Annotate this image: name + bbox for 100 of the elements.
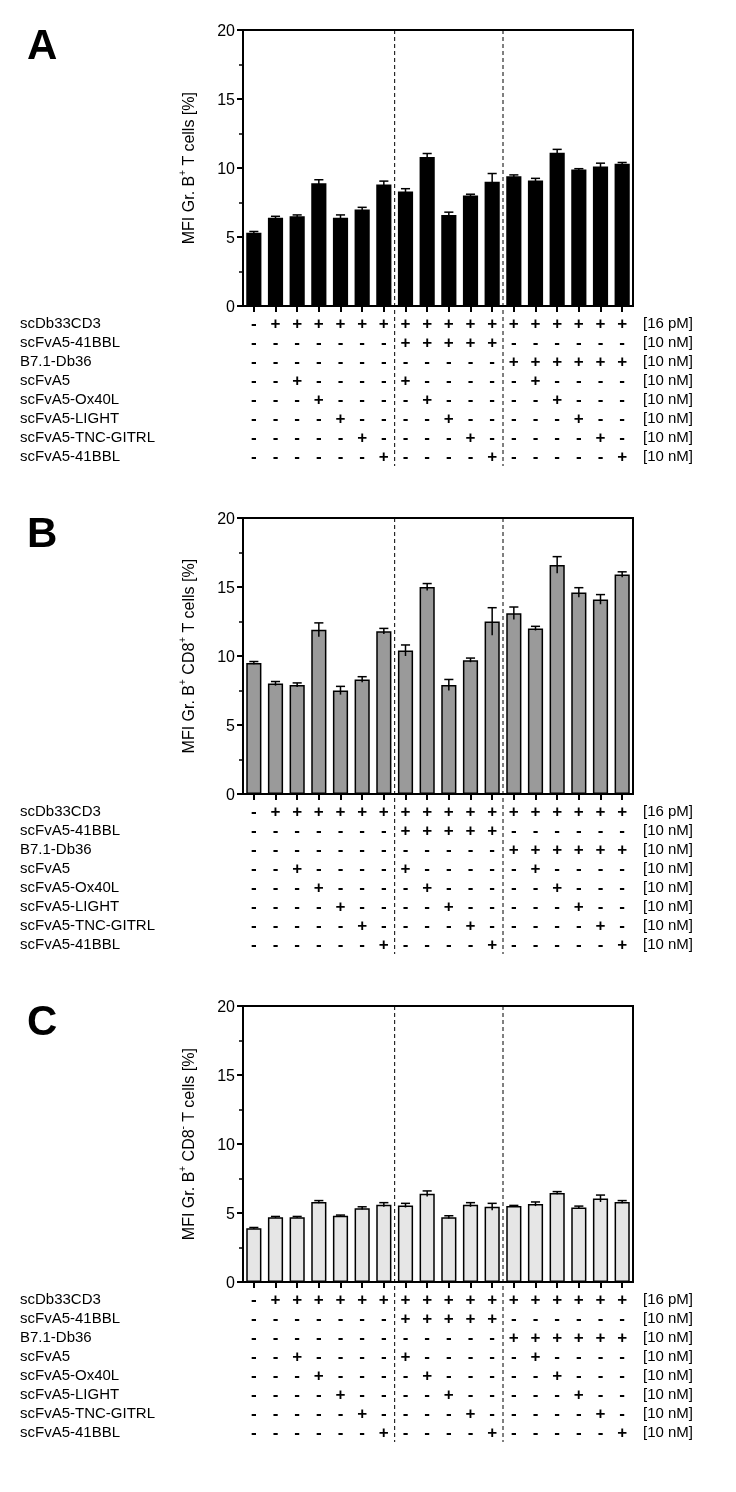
x-tick-label: + + - - - - + - [465,314,476,466]
x-tick-label: + - + - - - - - [508,314,519,466]
text: scFvA5 [20,858,71,876]
x-tick-label: + + - - - + - - [443,1290,454,1442]
chart-title: B [27,508,58,556]
x-tick-label: + - - - - + - - [335,314,346,466]
x-tick-label: + - + + - - - - [530,314,541,466]
text: [10 nM] [643,877,694,895]
x-tick-label: + - + - + - - - [552,1290,563,1442]
text: scFvA5-TNC-GITRL [20,1403,155,1421]
x-tick-label: + + - - - + - - [443,314,454,466]
y-tick-label: 20 [217,509,236,527]
text: [10 nM] [643,820,694,838]
text: [10 nM] [643,1384,694,1402]
x-tick-label: + - - + - - - - [292,1290,303,1442]
text: [10 nM] [643,1365,694,1383]
text: scFvA5-41BBL [20,1308,121,1326]
x-tick-label: + + - + - - - - [400,802,411,954]
x-tick-label: + - + - - - + - [595,1290,606,1442]
x-tick-label: + + - - - - + - [465,1290,476,1442]
y-tick-label: 15 [217,578,236,596]
text: scFvA5 [20,1346,71,1364]
x-tick-label: + - + - - - + - [595,802,606,954]
text: [10 nM] [643,408,694,426]
x-tick-label: + - - - - - - - [270,802,281,954]
text: scFvA5 [20,370,71,388]
text: scFvA5-41BBL [20,820,121,838]
x-tick-label: + - - - - - + - [357,1290,368,1442]
y-tick-label: 15 [217,90,236,108]
x-tick-label: + - - - - - + - [357,314,368,466]
text: B7.1-Db36 [20,839,92,857]
x-tick-label: + - - - + - - - [313,1290,324,1442]
x-tick-label: + - + + - - - - [530,802,541,954]
y-axis-title: MFI Gr. B+ T cells [%] [176,92,197,245]
text: [10 nM] [643,351,694,369]
text: scFvA5-TNC-GITRL [20,427,155,445]
text: [10 nM] [643,1346,694,1364]
y-tick-label: 0 [226,1273,236,1291]
text: B7.1-Db36 [20,351,92,369]
x-tick-label: + - + - - - - + [617,314,628,466]
x-tick-label: + - - - - + - - [335,802,346,954]
y-tick-label: 10 [217,1135,236,1153]
x-tick-label: + - + - - - - - [508,802,519,954]
x-tick-label: + - + - - + - - [573,1290,584,1442]
text: scDb33CD3 [20,313,101,331]
x-tick-label: + - + - - - + - [595,314,606,466]
x-tick-label: + + - + - - - - [400,314,411,466]
text: [10 nM] [643,1327,694,1345]
text: [10 nM] [643,1403,694,1421]
text: scFvA5-41BBL [20,446,121,464]
text: scFvA5-TNC-GITRL [20,915,155,933]
x-tick-label: + - + - - - - - [508,1290,519,1442]
x-tick-label: + - + - + - - - [552,314,563,466]
x-tick-label: - - - - - - - - [251,1290,257,1442]
text: scFvA5-Ox40L [20,389,120,407]
x-tick-label: + + - - - - - + [487,314,498,466]
text: [10 nM] [643,370,694,388]
x-tick-label: + - + - - + - - [573,314,584,466]
text: B7.1-Db36 [20,1327,92,1345]
y-tick-label: 5 [226,228,236,246]
y-tick-label: 5 [226,1204,236,1222]
text: [10 nM] [643,858,694,876]
x-tick-label: + - - + - - - - [292,802,303,954]
text: [10 nM] [643,332,694,350]
y-tick-label: 10 [217,647,236,665]
x-tick-label: + + - - + - - - [422,314,433,466]
text: scFvA5-LIGHT [20,896,120,914]
text: scDb33CD3 [20,801,101,819]
x-tick-label: + - + - - - - + [617,1290,628,1442]
text: [10 nM] [643,427,694,445]
x-tick-label: + - - - + - - - [313,314,324,466]
x-tick-label: + + - + - - - - [400,1290,411,1442]
text: [10 nM] [643,839,694,857]
x-tick-label: + - + + - - - - [530,1290,541,1442]
text: scFvA5-41BBL [20,934,121,952]
x-tick-label: + - - - - + - - [335,1290,346,1442]
y-tick-label: 0 [226,785,236,803]
chart-title: C [27,996,58,1044]
y-tick-label: 15 [217,1066,236,1084]
y-tick-label: 20 [217,21,236,39]
y-axis-title: MFI Gr. B+ CD8+ T cells [%] [176,558,197,754]
text: [10 nM] [643,1422,694,1440]
x-tick-label: + + - - + - - - [422,1290,433,1442]
x-tick-label: - - - - - - - - [251,802,257,954]
text: [10 nM] [643,389,694,407]
text: [10 nM] [643,896,694,914]
y-tick-label: 0 [226,297,236,315]
x-tick-label: + - + - - + - - [573,802,584,954]
y-tick-label: 20 [217,997,236,1015]
text: [16 pM] [643,1289,694,1307]
x-tick-label: + + - - - - - + [487,1290,498,1442]
x-tick-label: + - - - - - - - [270,1290,281,1442]
y-tick-label: 5 [226,716,236,734]
text: [10 nM] [643,446,694,464]
text: [16 pM] [643,801,694,819]
x-tick-label: + - - - - - - + [378,1290,389,1442]
x-tick-label: + + - - - - + - [465,802,476,954]
x-tick-label: + + - - - + - - [443,802,454,954]
text: [16 pM] [643,313,694,331]
x-tick-label: + - - - - - + - [357,802,368,954]
